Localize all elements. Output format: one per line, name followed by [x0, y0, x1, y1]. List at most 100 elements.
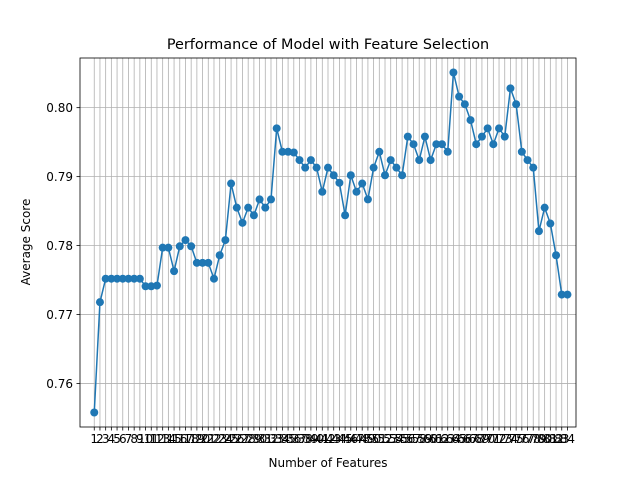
x-tick-label: 58 — [412, 432, 427, 446]
data-point — [261, 203, 270, 212]
data-point — [227, 179, 236, 188]
x-tick-label: 52 — [377, 432, 392, 446]
x-tick-label: 50 — [366, 432, 381, 446]
x-tick-label: 45 — [337, 432, 352, 446]
x-tick-label: 61 — [429, 432, 444, 446]
x-tick-label: 7 — [125, 432, 133, 446]
data-point — [266, 195, 275, 204]
x-tick-label: 16 — [172, 432, 187, 446]
data-point — [369, 163, 378, 172]
data-point — [443, 147, 452, 156]
data-point — [495, 124, 504, 133]
data-point — [534, 227, 543, 236]
x-tick-label: 19 — [189, 432, 204, 446]
y-axis-ticks: 0.76 0.77 0.78 0.79 0.80 — [46, 101, 80, 391]
x-tick-label: 34 — [275, 432, 290, 446]
x-tick-label: 47 — [349, 432, 364, 446]
data-point — [438, 140, 447, 149]
series-line-group — [93, 71, 568, 413]
data-point — [198, 258, 207, 267]
data-point — [255, 195, 264, 204]
data-point — [238, 218, 247, 227]
series-line — [93, 71, 568, 413]
x-tick-label: 32 — [263, 432, 278, 446]
data-point — [312, 163, 321, 172]
data-point — [483, 124, 492, 133]
x-tick-label: 84 — [560, 432, 575, 446]
x-tick-label: 11 — [144, 432, 159, 446]
x-tick-label: 57 — [406, 432, 421, 446]
x-tick-label: 67 — [463, 432, 478, 446]
data-point — [477, 132, 486, 141]
x-tick-label: 13 — [155, 432, 170, 446]
data-point — [375, 147, 384, 156]
data-point — [209, 274, 218, 283]
data-point — [124, 274, 133, 283]
data-point — [158, 243, 167, 252]
x-tick-label: 76 — [514, 432, 529, 446]
x-tick-label: 6 — [119, 432, 127, 446]
x-tick-label: 8 — [130, 432, 138, 446]
x-tick-label: 12 — [149, 432, 164, 446]
data-point — [301, 163, 310, 172]
data-point — [181, 236, 190, 245]
data-point — [295, 156, 304, 165]
x-tick-label: 36 — [286, 432, 301, 446]
data-point — [306, 156, 315, 165]
data-point — [449, 68, 458, 77]
data-point — [272, 124, 281, 133]
x-tick-label: 4 — [108, 432, 116, 446]
y-tick-label: 0.79 — [46, 170, 73, 184]
data-point — [386, 156, 395, 165]
data-point — [101, 274, 110, 283]
x-tick-label: 37 — [292, 432, 307, 446]
x-tick-label: 28 — [241, 432, 256, 446]
x-tick-label: 77 — [520, 432, 535, 446]
data-point — [318, 187, 327, 196]
x-tick-label: 65 — [451, 432, 466, 446]
data-point — [512, 100, 521, 109]
data-point — [529, 163, 538, 172]
data-point — [187, 242, 196, 251]
x-tick-label: 33 — [269, 432, 284, 446]
x-tick-label: 27 — [235, 432, 250, 446]
data-point — [409, 140, 418, 149]
x-tick-label: 70 — [480, 432, 495, 446]
x-tick-label: 53 — [383, 432, 398, 446]
data-point — [546, 219, 555, 228]
x-tick-label: 1 — [90, 432, 98, 446]
data-point — [500, 132, 509, 141]
data-point — [232, 203, 241, 212]
x-tick-label: 29 — [246, 432, 261, 446]
x-tick-label: 18 — [184, 432, 199, 446]
x-tick-label: 40 — [309, 432, 324, 446]
x-tick-label: 42 — [320, 432, 335, 446]
data-point — [141, 282, 150, 291]
x-tick-label: 23 — [212, 432, 227, 446]
data-point — [249, 211, 258, 220]
data-point — [358, 179, 367, 188]
x-tick-label: 59 — [417, 432, 432, 446]
data-point — [152, 281, 161, 290]
data-point — [341, 211, 350, 220]
data-point — [346, 171, 355, 180]
data-point — [278, 147, 287, 156]
x-axis-label: Number of Features — [269, 456, 388, 470]
data-point — [517, 147, 526, 156]
x-tick-label: 62 — [434, 432, 449, 446]
y-tick-label: 0.78 — [46, 239, 73, 253]
data-point — [432, 140, 441, 149]
x-tick-label: 64 — [446, 432, 461, 446]
x-tick-label: 35 — [280, 432, 295, 446]
data-point — [95, 298, 104, 307]
data-point — [135, 274, 144, 283]
data-point — [415, 156, 424, 165]
data-point — [557, 290, 566, 299]
data-point — [118, 274, 127, 283]
data-point — [90, 408, 99, 417]
x-tick-label: 38 — [298, 432, 313, 446]
x-tick-label: 24 — [218, 432, 233, 446]
x-tick-label: 75 — [508, 432, 523, 446]
data-point — [420, 132, 429, 141]
x-tick-label: 80 — [537, 432, 552, 446]
